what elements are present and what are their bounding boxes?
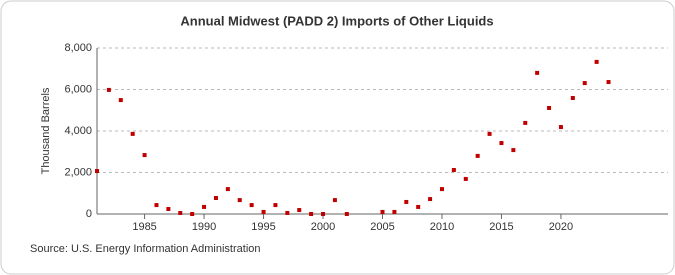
point	[321, 212, 326, 216]
point	[582, 81, 587, 86]
point	[332, 198, 337, 203]
point	[428, 197, 433, 202]
point	[213, 196, 218, 201]
point	[249, 203, 254, 208]
point	[154, 203, 159, 208]
point	[451, 168, 456, 173]
x-tick-label: 2000	[311, 221, 335, 233]
point	[404, 199, 409, 204]
point	[202, 204, 207, 209]
y-tick-label: 6,000	[64, 83, 92, 95]
point	[261, 209, 266, 214]
chart-title: Annual Midwest (PADD 2) Imports of Other…	[180, 13, 493, 28]
point	[475, 153, 480, 158]
point	[487, 131, 492, 136]
y-tick-label: 8,000	[64, 42, 92, 54]
point	[178, 210, 183, 215]
point	[499, 141, 504, 146]
point	[309, 212, 314, 216]
x-tick-label: 2015	[489, 221, 513, 233]
point	[118, 98, 123, 103]
point	[463, 176, 468, 181]
point	[225, 187, 230, 192]
point	[166, 207, 171, 212]
source: Source: U.S. Energy Information Administ…	[30, 243, 261, 255]
point	[523, 120, 528, 125]
point	[547, 105, 552, 110]
point	[558, 125, 563, 130]
point	[606, 80, 611, 85]
y-tick-label: 4,000	[64, 125, 92, 137]
point	[439, 187, 444, 192]
point	[142, 153, 147, 158]
point	[285, 210, 290, 215]
x-tick-label: 1985	[132, 221, 156, 233]
point	[570, 96, 575, 101]
point	[297, 208, 302, 213]
x-tick-label: 2005	[370, 221, 394, 233]
point	[106, 87, 111, 92]
x-tick-label: 1990	[192, 221, 216, 233]
point	[380, 209, 385, 214]
point	[95, 169, 99, 174]
point	[511, 148, 516, 153]
point	[344, 212, 349, 216]
point	[535, 70, 540, 75]
y-tick-label: 2,000	[64, 166, 92, 178]
x-tick-label: 2010	[430, 221, 454, 233]
point	[273, 203, 278, 208]
point	[594, 59, 599, 64]
point	[190, 212, 195, 216]
point	[237, 198, 242, 203]
y-axis-label: Thousand Barrels	[40, 87, 52, 174]
point	[416, 204, 421, 209]
x-tick-label: 2020	[549, 221, 573, 233]
y-tick-label: 0	[86, 208, 92, 220]
x-tick-label: 1995	[251, 221, 275, 233]
point	[130, 131, 135, 136]
point	[392, 209, 397, 214]
